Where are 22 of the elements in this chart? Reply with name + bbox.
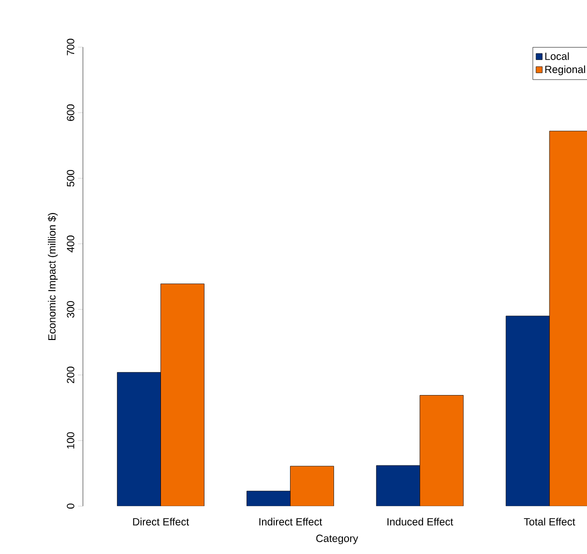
- legend-label: Local: [545, 52, 569, 60]
- x-tick-label: Indirect Effect: [259, 518, 322, 526]
- y-tick-label: 700: [66, 38, 74, 56]
- bar: [160, 284, 204, 506]
- x-axis-title: Category: [316, 534, 358, 544]
- y-tick-label: 600: [66, 104, 74, 121]
- x-tick-label: Total Effect: [524, 518, 576, 526]
- y-axis-title: Economic Impact (million $): [48, 213, 58, 340]
- bar: [420, 395, 464, 506]
- y-tick-label: 0: [66, 504, 74, 509]
- y-tick-label: 100: [66, 432, 74, 448]
- bar: [246, 491, 290, 506]
- legend-label: Regional: [545, 65, 586, 76]
- x-tick-label: Induced Effect: [388, 518, 454, 526]
- y-tick-label: 500: [66, 170, 74, 187]
- bar: [117, 372, 161, 506]
- bar: [376, 465, 420, 506]
- y-tick-label: 200: [66, 366, 74, 384]
- y-tick-label: 300: [66, 301, 74, 318]
- x-tick-label: Direct Effect: [133, 518, 190, 526]
- y-tick-label: 400: [66, 236, 74, 252]
- bar: [290, 466, 334, 506]
